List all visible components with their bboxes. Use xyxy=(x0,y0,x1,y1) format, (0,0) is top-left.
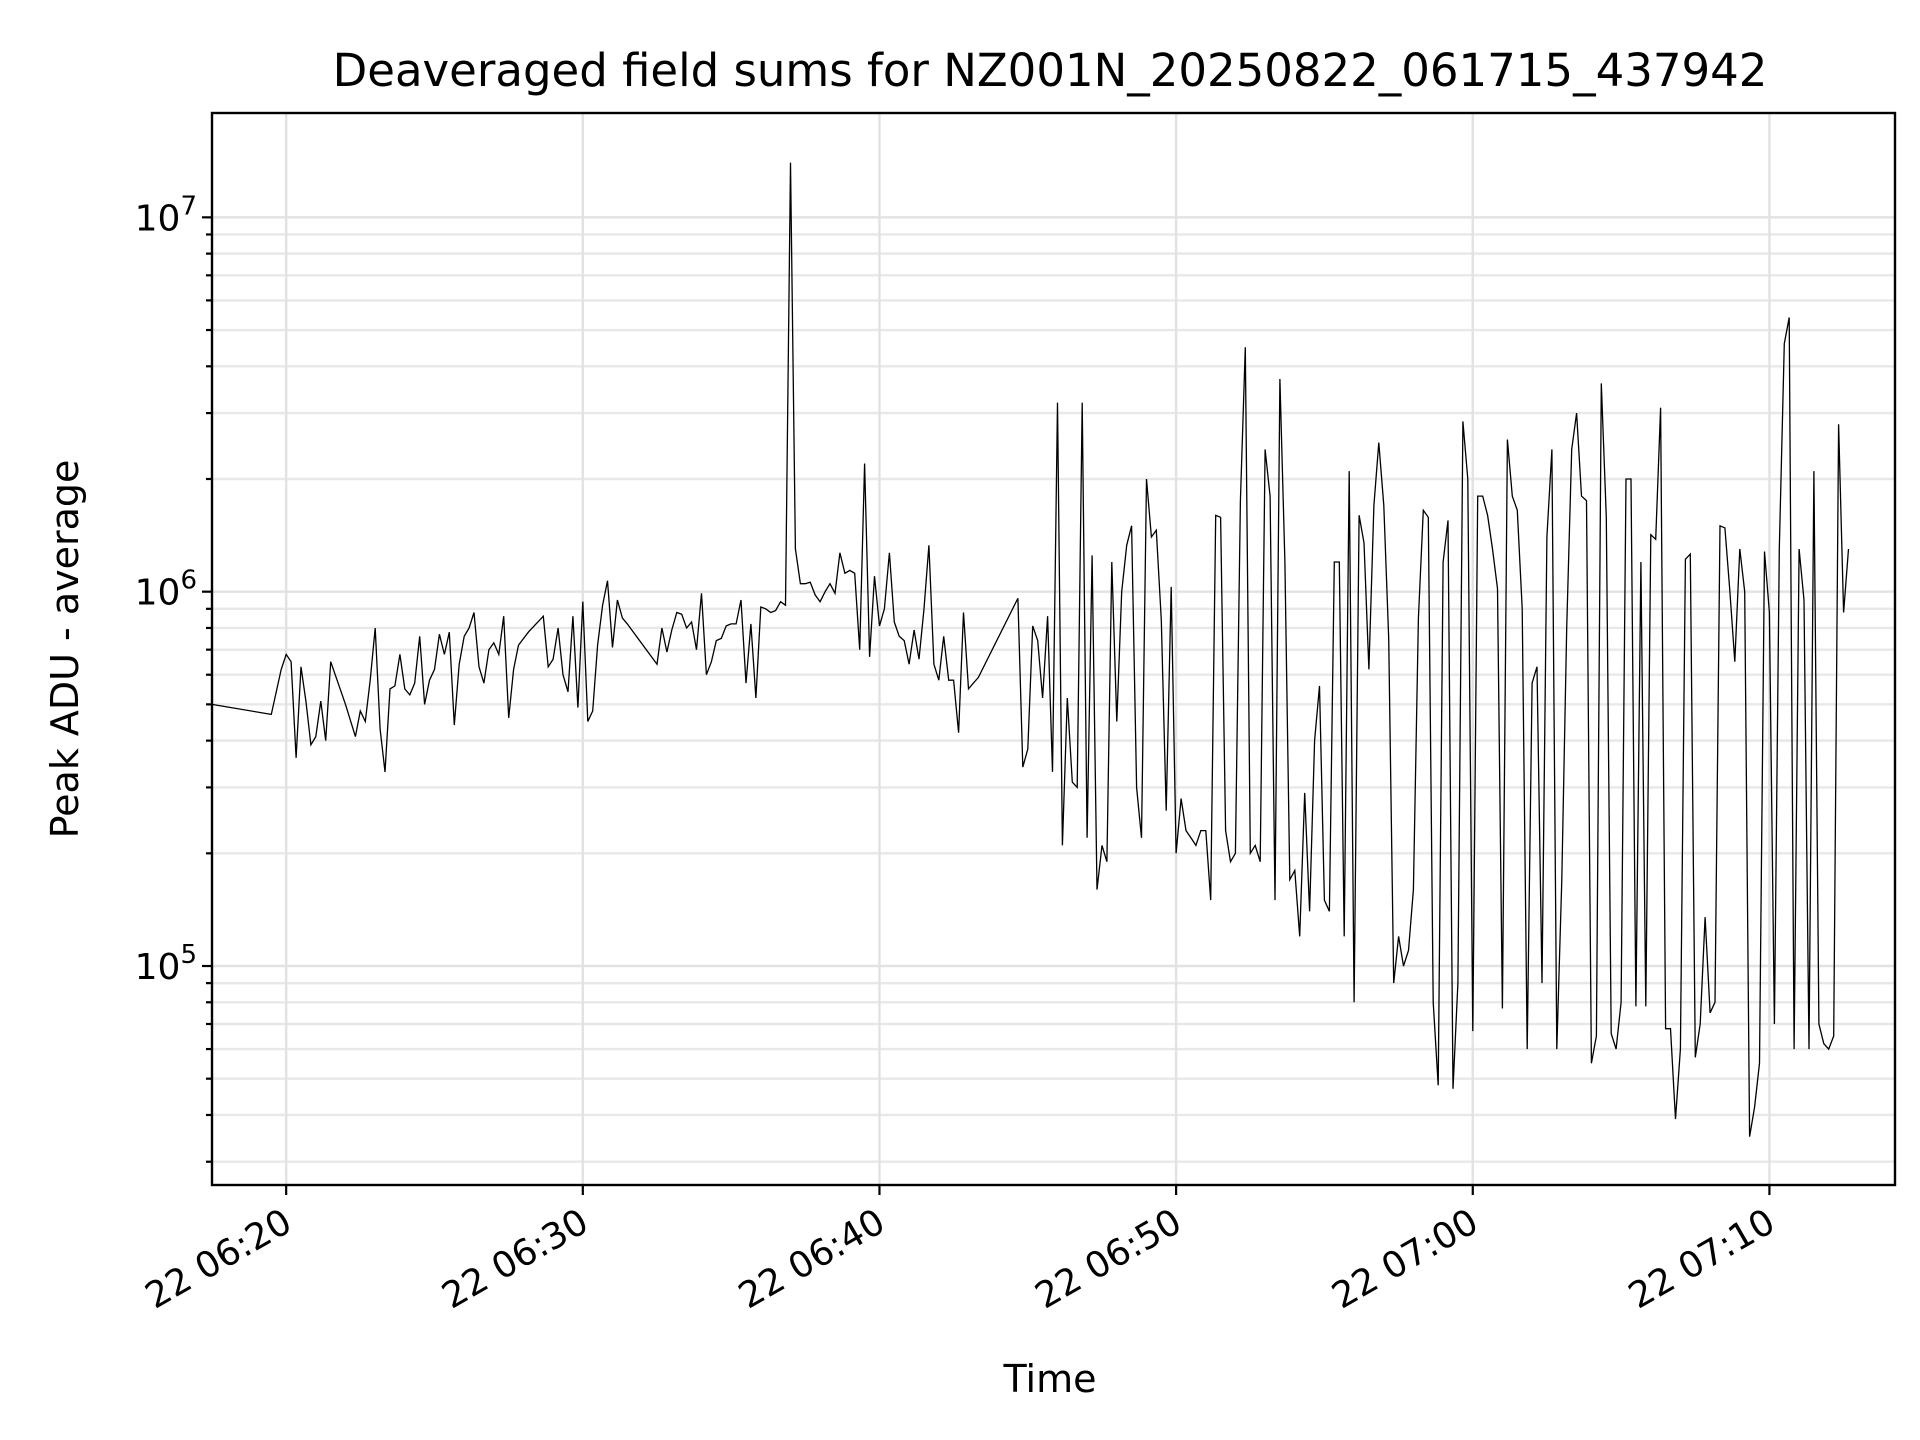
y-tick-label: 105 xyxy=(135,940,197,988)
y-tick-exponent: 7 xyxy=(180,191,197,221)
y-tick-exponent: 6 xyxy=(180,566,197,596)
y-tick-label: 107 xyxy=(135,191,197,239)
y-tick-label: 106 xyxy=(135,566,197,614)
y-tick-base: 10 xyxy=(135,198,181,239)
y-tick-base: 10 xyxy=(135,573,181,614)
series-line xyxy=(211,162,1850,1137)
y-axis-label: Peak ADU - average xyxy=(43,460,87,839)
y-tick-exponent: 5 xyxy=(180,940,197,970)
chart-title: Deaveraged field sums for NZ001N_2025082… xyxy=(333,44,1768,97)
x-axis-label: Time xyxy=(1003,1357,1097,1401)
y-tick-base: 10 xyxy=(135,947,181,988)
